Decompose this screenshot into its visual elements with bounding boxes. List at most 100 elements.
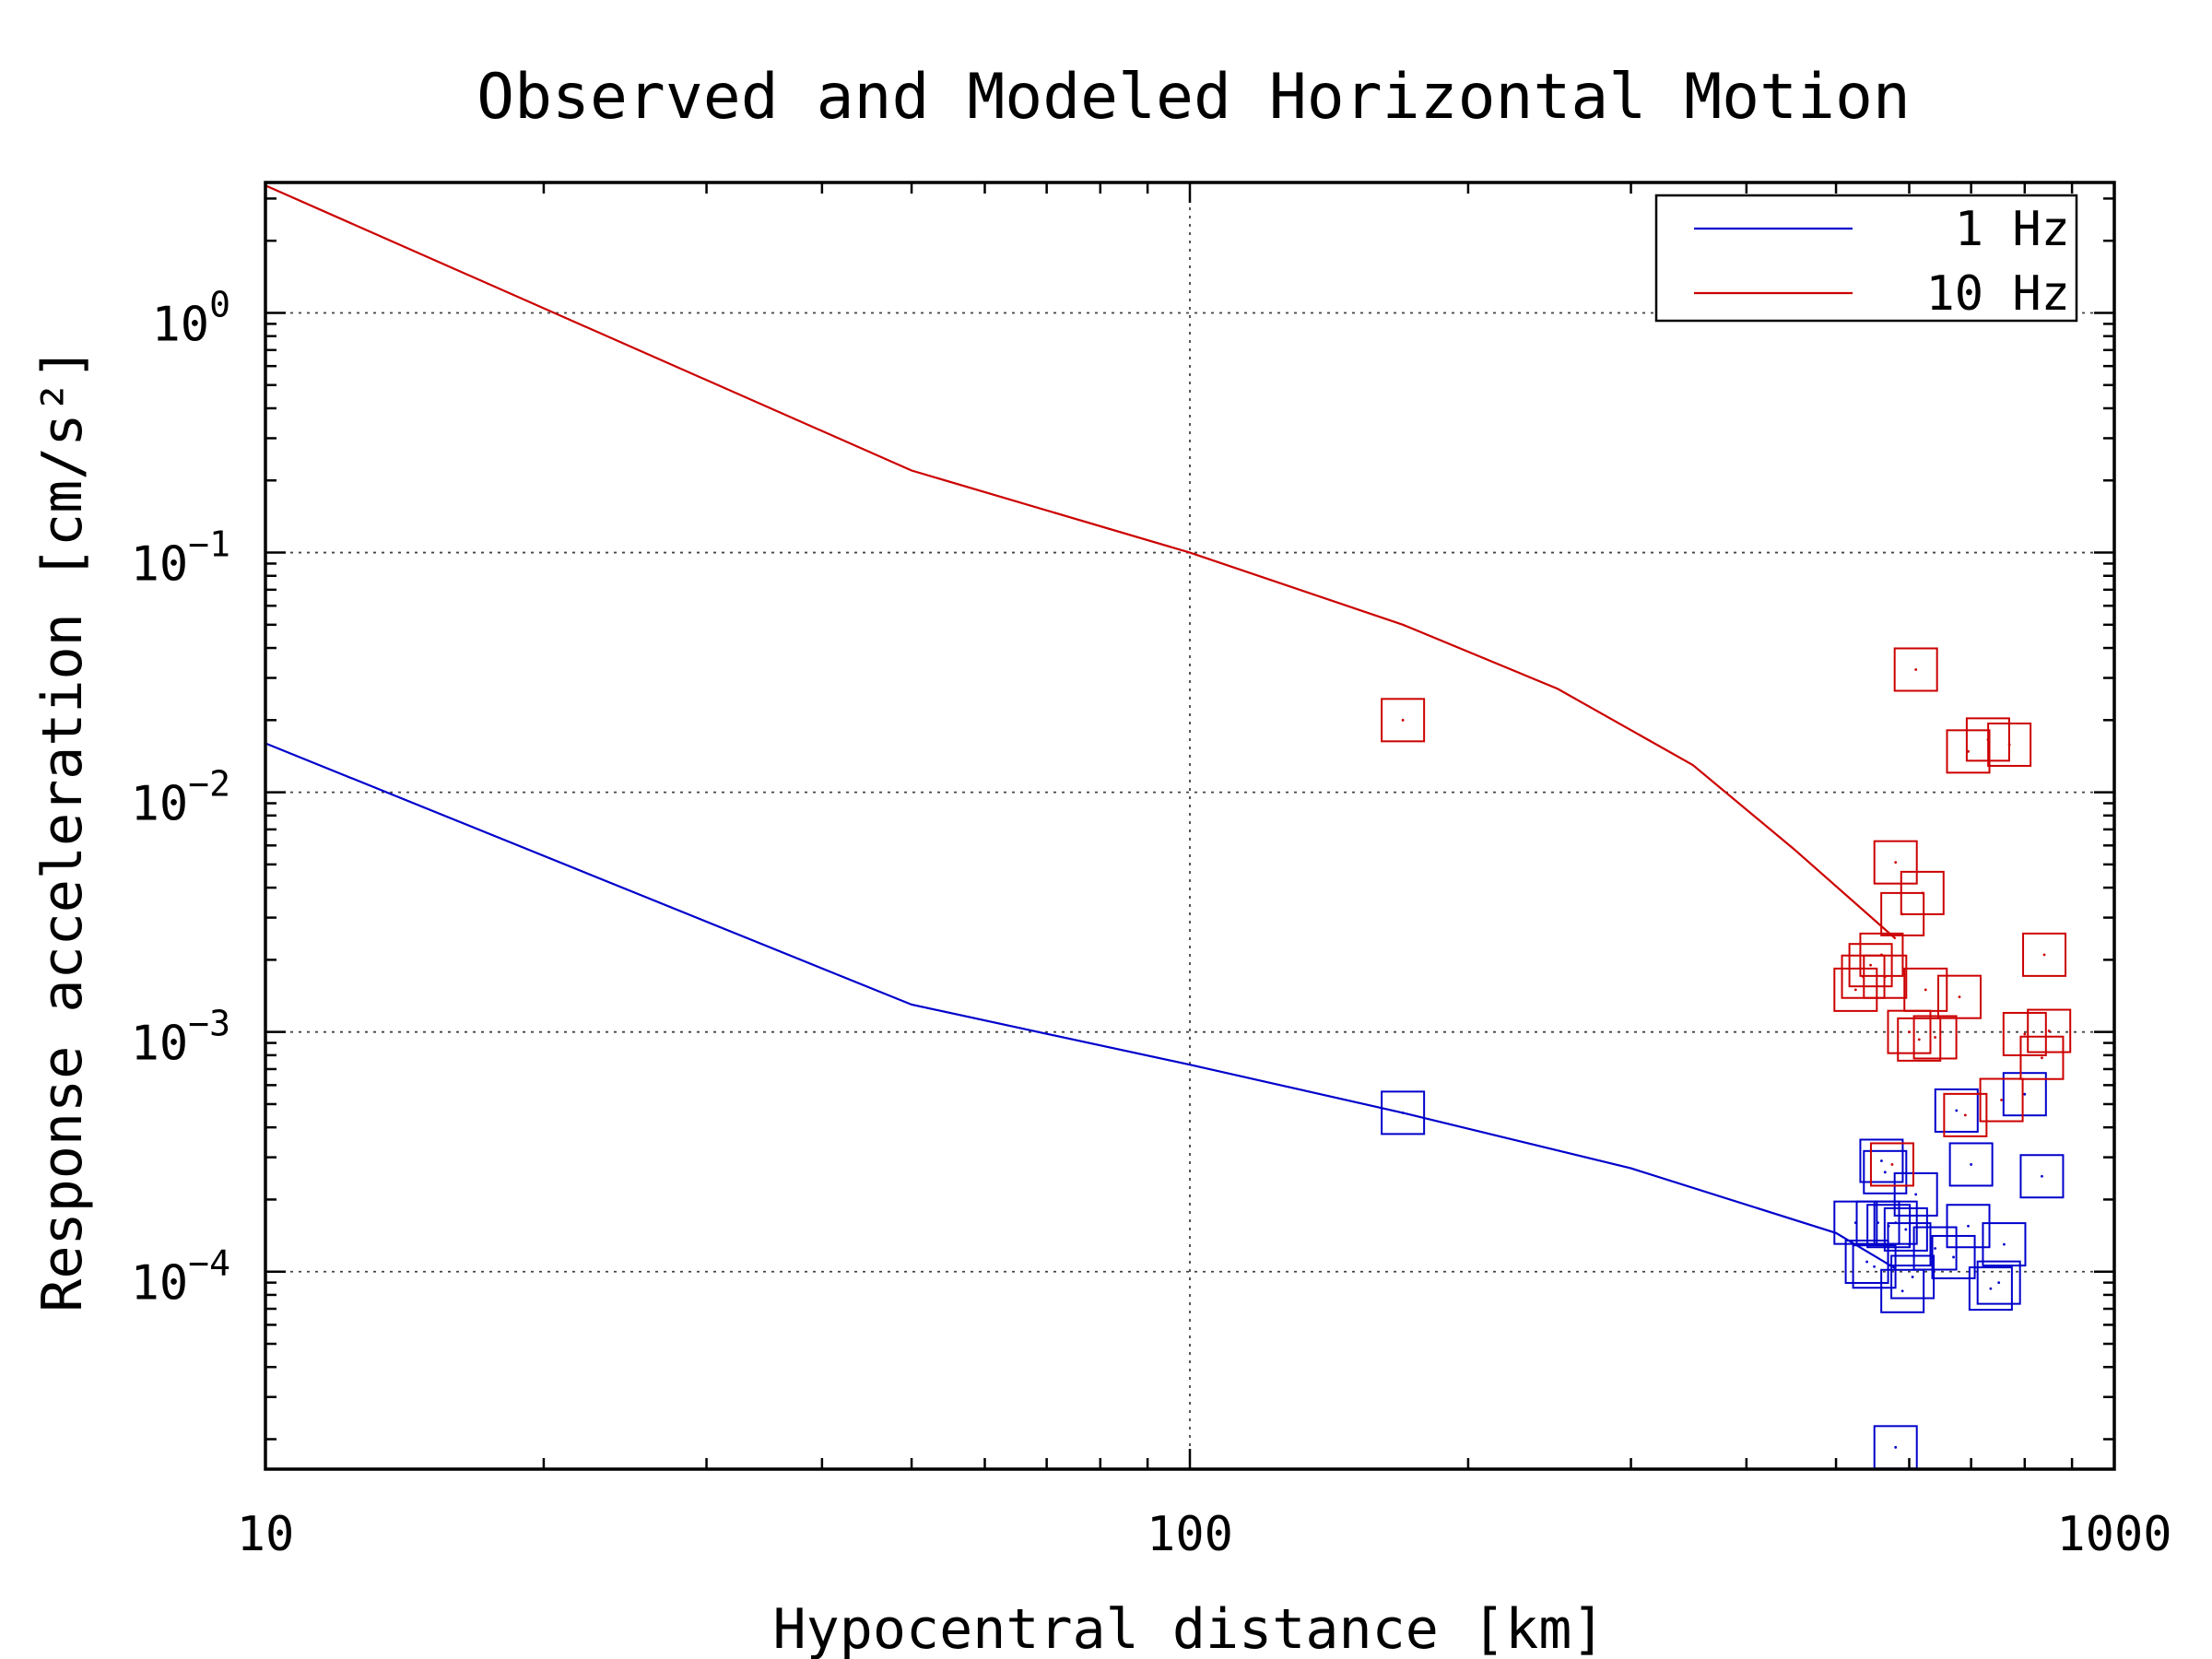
data-point — [1946, 1204, 1991, 1249]
data-point-center — [1934, 1247, 1936, 1250]
data-point — [1987, 722, 2032, 767]
data-point-center — [1958, 995, 1961, 999]
series-line — [265, 742, 1897, 1270]
data-point — [1934, 1088, 1979, 1133]
data-point-center — [1989, 1287, 1993, 1290]
y-tick-label: 10−4 — [131, 1243, 230, 1312]
x-tick-label: 100 — [1147, 1507, 1233, 1562]
data-point — [1900, 870, 1945, 915]
data-point-center — [1894, 1445, 1898, 1449]
data-point-center — [2041, 1056, 2043, 1060]
data-point-center — [1917, 1038, 1921, 1041]
grid-lines — [265, 182, 2114, 1469]
data-point-center — [1865, 1260, 1868, 1264]
legend: 1 Hz 10 Hz — [1654, 194, 2078, 323]
data-point-center — [1908, 1242, 1911, 1246]
data-point-center — [1900, 1289, 1904, 1293]
data-point — [1852, 1244, 1897, 1289]
data-point-center — [1890, 1163, 1894, 1166]
data-point-center — [1914, 1193, 1918, 1196]
data-point — [1946, 729, 1991, 774]
data-point — [2022, 932, 2067, 977]
x-axis-label: Hypocentral distance [km] — [772, 1597, 1605, 1659]
axis-ticks — [264, 182, 2114, 1469]
data-point — [1381, 1090, 1426, 1135]
data-point-center — [1952, 1255, 1955, 1259]
data-point-center — [2000, 1099, 2003, 1101]
legend-box — [1654, 194, 2078, 323]
data-point-center — [1911, 1276, 1914, 1278]
data-point — [2002, 1072, 2047, 1117]
data-point — [1880, 1268, 1925, 1313]
y-tick-label: 10−3 — [131, 1004, 230, 1072]
data-point — [1903, 967, 1948, 1012]
data-point — [1968, 1266, 2013, 1312]
data-point-center — [1904, 1228, 1908, 1231]
series-line — [265, 184, 1897, 940]
data-point-center — [1970, 1163, 1973, 1166]
data-point-center — [1934, 1036, 1936, 1039]
data-point — [1381, 698, 1426, 743]
data-point-center — [1908, 1030, 1911, 1034]
data-point — [2019, 1035, 2065, 1080]
data-point-center — [2023, 1032, 2027, 1036]
data-point — [1897, 1017, 1942, 1062]
data-point-center — [1967, 1224, 1970, 1228]
legend-label: 1 Hz — [1955, 202, 2070, 257]
data-point — [1979, 1077, 2024, 1123]
data-point-center — [2003, 1242, 2006, 1246]
y-tick-label: 10−1 — [131, 524, 230, 593]
x-tick-label: 10 — [237, 1507, 295, 1562]
data-point-center — [1869, 963, 1873, 967]
data-point — [1982, 1222, 2027, 1267]
data-point — [1948, 1142, 1994, 1187]
data-point-center — [1894, 861, 1898, 865]
y-tick-labels: 100 10−1 10−2 10−3 10−4 — [131, 284, 230, 1311]
data-point-center — [1401, 718, 1405, 722]
data-point — [1859, 1138, 1904, 1183]
data-point-center — [2041, 1174, 2043, 1178]
data-point-center — [1924, 988, 1927, 992]
data-point-center — [2042, 953, 2046, 957]
data-point — [1873, 840, 1918, 885]
data-point-center — [1921, 891, 1924, 895]
data-point-center — [1401, 1111, 1405, 1114]
data-point — [1912, 1015, 1958, 1060]
data-point — [2002, 1011, 2047, 1056]
data-point-center — [1853, 988, 1857, 992]
series-markers — [1381, 647, 2072, 1470]
data-point-center — [1997, 1281, 2001, 1285]
data-point-center — [1963, 1113, 1967, 1117]
data-point — [1893, 1171, 1938, 1217]
data-point-center — [1955, 1109, 1959, 1112]
series-lines — [265, 184, 1897, 1270]
data-point — [1937, 974, 1983, 1019]
data-point-center — [2007, 743, 2011, 747]
y-tick-label: 10−2 — [131, 764, 230, 832]
data-point — [1848, 943, 1893, 988]
data-point-center — [1883, 1171, 1887, 1174]
data-point — [1883, 1206, 1928, 1252]
data-point — [1869, 1142, 1914, 1187]
data-point — [2019, 1154, 2065, 1199]
data-point — [1912, 1226, 1958, 1271]
data-point — [1863, 1149, 1908, 1194]
data-point — [1931, 1234, 1976, 1279]
data-point-center — [1880, 1159, 1883, 1162]
y-tick-label: 100 — [151, 284, 230, 352]
data-point — [1887, 1222, 1932, 1267]
data-point — [2027, 1008, 2072, 1053]
data-point — [1863, 954, 1908, 999]
data-point-center — [2023, 1092, 2027, 1096]
data-point-center — [1873, 1265, 1876, 1268]
data-point-center — [1914, 668, 1918, 671]
data-point — [1833, 967, 1878, 1012]
data-point — [1943, 1092, 1988, 1137]
data-point — [1976, 1260, 2021, 1305]
data-point-center — [1877, 1221, 1879, 1225]
chart-title: Observed and Modeled Horizontal Motion — [477, 61, 1911, 134]
legend-label: 10 Hz — [1925, 266, 2070, 322]
x-tick-labels: 10 100 1000 — [237, 1507, 2172, 1562]
data-point — [1890, 1254, 1936, 1300]
